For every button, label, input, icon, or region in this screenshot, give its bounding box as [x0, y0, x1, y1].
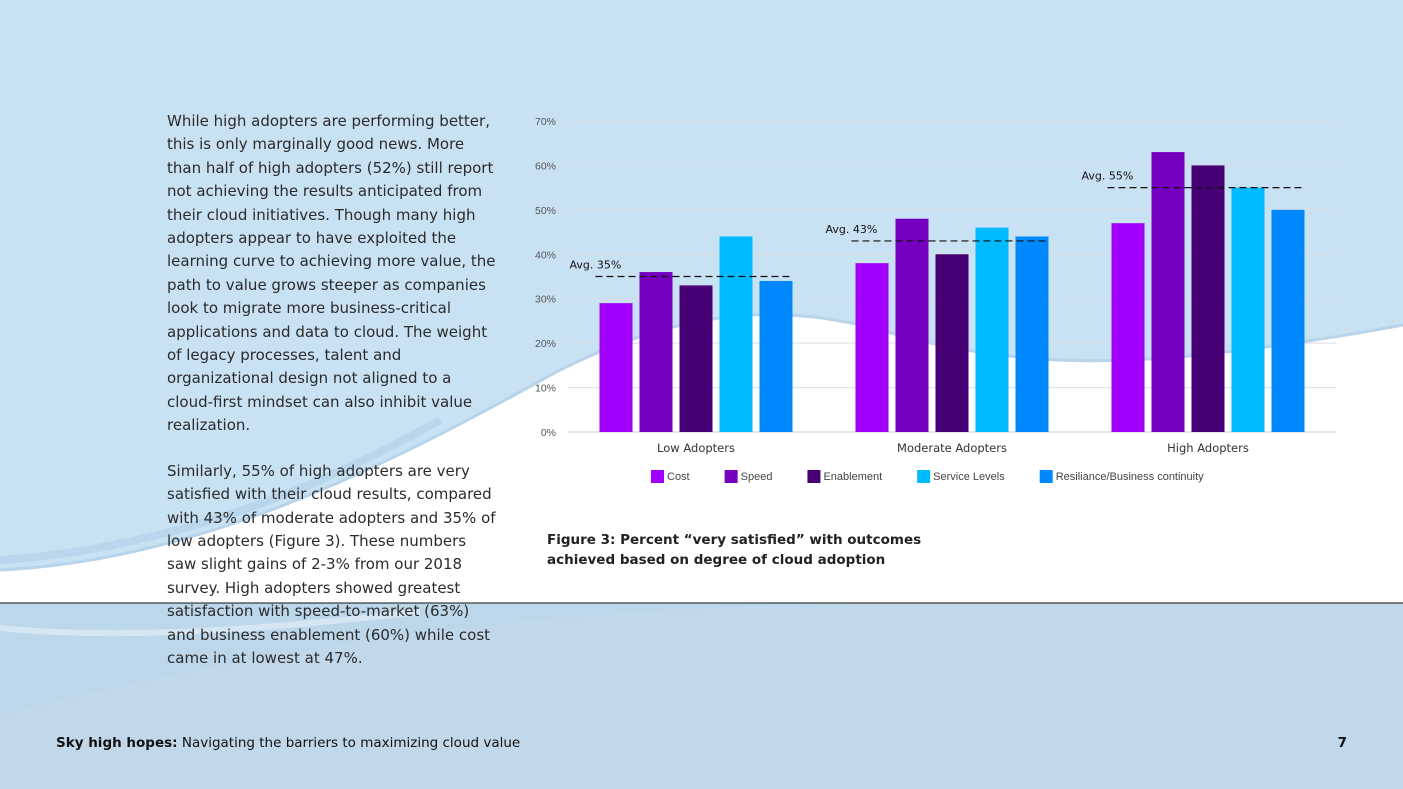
bar: [679, 285, 713, 432]
bar: [639, 272, 673, 432]
footer-title-bold: Sky high hopes:: [56, 735, 178, 751]
body-paragraph-2: Similarly, 55% of high adopters are very…: [167, 461, 496, 667]
y-tick-label: 10%: [535, 383, 556, 395]
body-paragraph-1: While high adopters are performing bette…: [167, 112, 496, 435]
footer-title-rest: Navigating the barriers to maximizing cl…: [177, 735, 521, 751]
legend-swatch: [651, 470, 664, 483]
y-tick-label: 70%: [535, 116, 556, 128]
bar: [759, 280, 793, 432]
legend-label: Service Levels: [933, 471, 1005, 483]
bar: [719, 236, 753, 432]
y-tick-label: 50%: [535, 205, 556, 217]
bar: [855, 263, 889, 432]
average-label: Avg. 35%: [570, 259, 622, 272]
bar: [935, 254, 969, 432]
average-label: Avg. 43%: [826, 223, 878, 236]
legend-swatch: [724, 470, 738, 483]
x-category-label: Moderate Adopters: [897, 441, 1007, 455]
satisfaction-bar-chart: 0% 10% 20% 30% 40% 50% 60% 70% Low Adopters Avg. …: [535, 116, 1336, 483]
y-tick-label: 0%: [541, 427, 556, 439]
bar: [1151, 152, 1185, 432]
legend-swatch: [1039, 470, 1053, 483]
bar: [895, 218, 929, 432]
bar: [1271, 209, 1305, 432]
figure-caption: Figure 3: Percent “very satisfied” with …: [547, 532, 922, 568]
bar: [1015, 236, 1049, 432]
bar: [975, 227, 1009, 432]
bar: [1231, 187, 1265, 432]
body-text: While high adopters are performing bette…: [167, 110, 497, 692]
bar: [1111, 223, 1145, 432]
bar: [1191, 165, 1225, 432]
legend-swatch: [917, 470, 931, 483]
y-tick-label: 60%: [535, 160, 556, 172]
y-tick-label: 40%: [535, 249, 556, 261]
average-label: Avg. 55%: [1082, 170, 1134, 183]
footer-title: Sky high hopes: Navigating the barriers …: [56, 735, 520, 751]
legend-label: Cost: [667, 471, 690, 483]
y-tick-label: 20%: [535, 338, 556, 350]
x-category-label: High Adopters: [1167, 441, 1249, 455]
legend-label: Resiliance/Business continuity: [1056, 471, 1204, 483]
y-tick-label: 30%: [535, 294, 556, 306]
bar: [599, 303, 633, 432]
x-category-label: Low Adopters: [657, 441, 735, 455]
legend-label: Speed: [741, 471, 773, 483]
legend-label: Enablement: [823, 471, 882, 483]
page-number: 7: [1337, 735, 1347, 751]
legend-swatch: [807, 470, 821, 483]
